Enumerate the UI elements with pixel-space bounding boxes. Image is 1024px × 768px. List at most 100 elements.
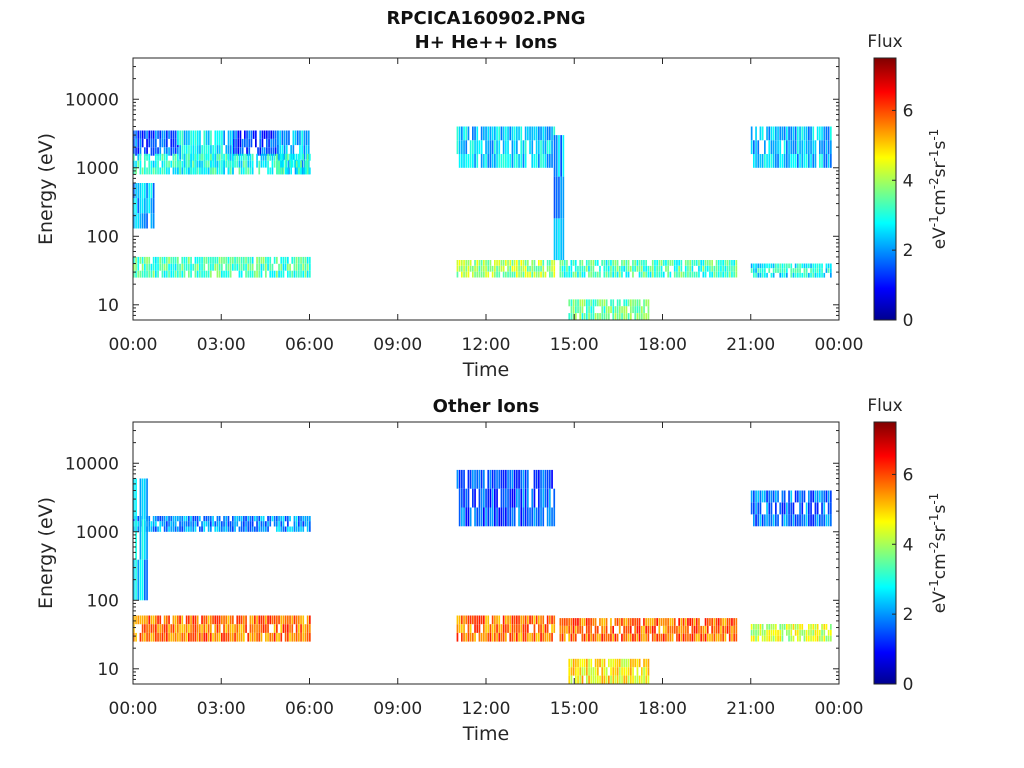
flux-cell (465, 265, 468, 272)
flux-cell (491, 265, 494, 272)
flux-cell (750, 502, 753, 515)
flux-cell (227, 632, 230, 642)
flux-cell (148, 526, 151, 532)
flux-cell (786, 268, 788, 273)
flux-cell (632, 675, 634, 684)
flux-cell (568, 313, 571, 320)
flux-cell (179, 526, 181, 532)
flux-cell (808, 490, 810, 503)
flux-cell (538, 126, 540, 141)
flux-cell (201, 263, 203, 271)
flux-cell (592, 633, 595, 642)
flux-cell (588, 658, 590, 668)
flux-cell (227, 256, 230, 264)
flux-cell (293, 270, 296, 278)
flux-cell (258, 516, 261, 522)
flux-cell (728, 618, 731, 626)
flux-cell (805, 126, 808, 141)
flux-cell (518, 265, 520, 272)
flux-cell (603, 667, 606, 676)
flux-cell (601, 299, 604, 307)
flux-cell (698, 633, 700, 642)
flux-cell (766, 502, 768, 515)
flux-cell (500, 265, 503, 272)
flux-cell (241, 147, 244, 156)
flux-cell (533, 632, 536, 642)
flux-cell (203, 263, 206, 271)
flux-cell (761, 635, 764, 642)
flux-cell (535, 615, 538, 625)
flux-cell (221, 270, 223, 278)
flux-cell (805, 635, 808, 642)
flux-cell (203, 615, 206, 625)
flux-cell (636, 260, 639, 266)
flux-cell (643, 306, 645, 314)
flux-cell (498, 154, 501, 168)
flux-cell (698, 271, 700, 278)
flux-cell (177, 147, 179, 156)
flux-cell (216, 526, 219, 532)
flux-cell (212, 159, 214, 175)
flux-cell (249, 270, 252, 278)
flux-cell (166, 615, 168, 625)
flux-cell (152, 263, 155, 271)
flux-cell (810, 126, 812, 141)
flux-cell (566, 618, 568, 626)
flux-cell (485, 126, 487, 141)
flux-cell (179, 632, 181, 642)
flux-cell (227, 153, 230, 161)
flux-cell (790, 126, 793, 141)
flux-cell (181, 624, 184, 633)
flux-cell (276, 256, 278, 264)
flux-cell (513, 507, 516, 527)
flux-cell (783, 514, 786, 527)
flux-cell (803, 154, 806, 168)
flux-cell (505, 260, 507, 266)
flux-cell (485, 260, 487, 266)
flux-cell (797, 490, 799, 503)
flux-cell (592, 260, 595, 266)
flux-cell (152, 138, 155, 148)
flux-cell (682, 618, 685, 626)
flux-cell (141, 183, 144, 199)
flux-cell (300, 632, 302, 642)
flux-cell (289, 624, 291, 633)
flux-cell (218, 160, 221, 168)
flux-cell (274, 147, 277, 156)
flux-cell (669, 618, 672, 626)
flux-cell (583, 618, 586, 626)
flux-cell (583, 633, 586, 642)
flux-cell (301, 130, 303, 146)
flux-cell (540, 140, 542, 155)
flux-cell (779, 140, 782, 155)
flux-cell (542, 507, 545, 527)
flux-cell (825, 268, 828, 273)
flux-cell (513, 632, 516, 642)
flux-cell (278, 153, 280, 161)
flux-cell (825, 514, 828, 527)
flux-cell (236, 263, 239, 271)
flux-cell (715, 625, 718, 634)
flux-cell (282, 624, 285, 633)
flux-cell (509, 488, 512, 508)
flux-cell (575, 667, 577, 676)
figure-title: RPCICA160902.PNG (386, 8, 585, 29)
flux-cell (168, 516, 170, 522)
flux-cell (645, 313, 648, 320)
flux-cell (185, 263, 188, 271)
flux-cell (535, 507, 538, 527)
flux-cell (636, 625, 639, 634)
flux-cell (572, 306, 575, 314)
flux-cell (185, 526, 188, 532)
flux-cell (283, 145, 286, 160)
flux-cell (764, 154, 766, 168)
flux-cell (581, 271, 584, 278)
flux-cell (638, 618, 641, 626)
flux-cell (150, 521, 153, 527)
flux-cell (827, 263, 830, 269)
spectrogram-area (133, 469, 832, 684)
flux-cell (546, 126, 549, 141)
flux-cell (783, 263, 786, 269)
flux-cell (585, 633, 588, 642)
